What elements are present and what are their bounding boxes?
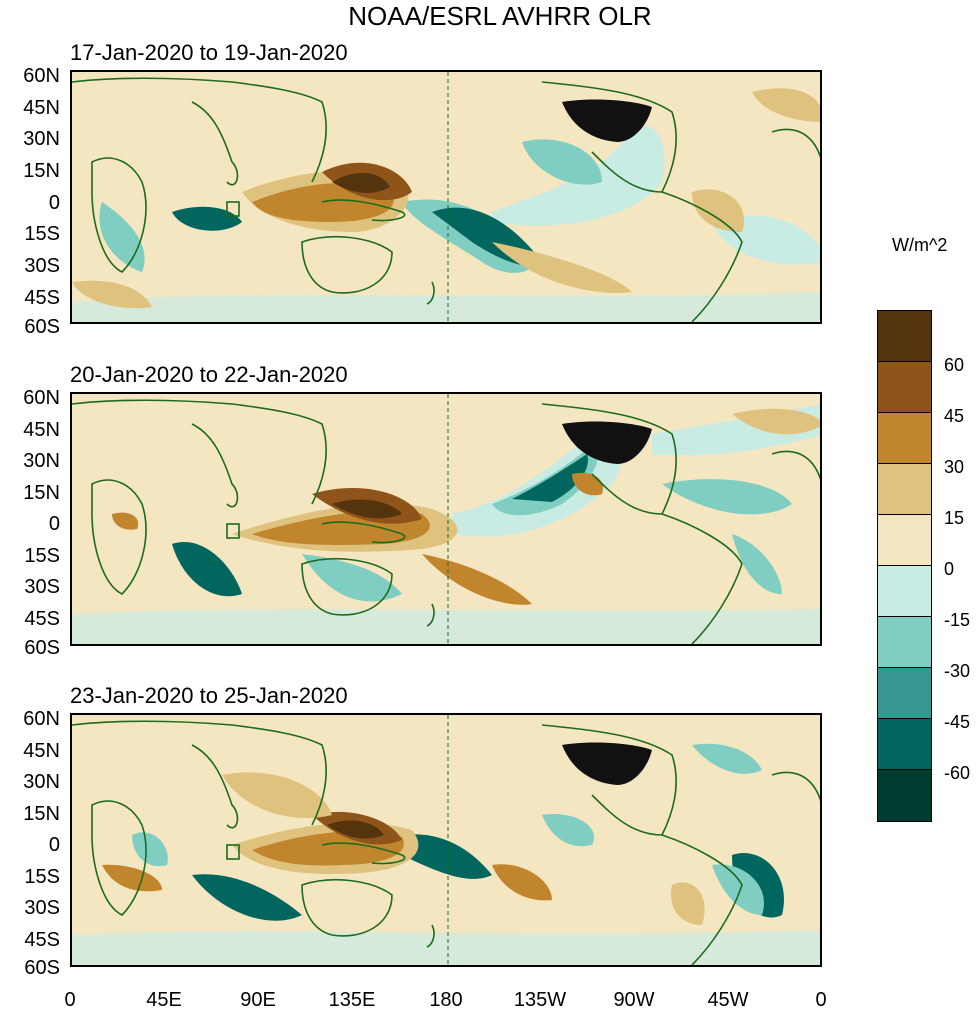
panel-1-title: 17-Jan-2020 to 19-Jan-2020: [70, 40, 348, 65]
lat-label: 60N: [23, 65, 60, 87]
colorbar: [877, 310, 932, 822]
lat-label: 45S: [24, 929, 60, 951]
lon-label: 135E: [328, 989, 376, 1011]
colorbar-units: W/m^2: [892, 235, 948, 255]
colorbar-swatch: [878, 617, 931, 668]
colorbar-tick: 15: [944, 508, 965, 528]
lon-label: 90W: [613, 989, 655, 1011]
lat-label: 30N: [23, 771, 60, 793]
lon-label: 45W: [707, 989, 749, 1011]
lat-label: 30S: [24, 255, 60, 277]
lat-label: 15N: [23, 803, 60, 825]
lat-label: 15S: [24, 866, 60, 888]
colorbar-swatch: [878, 311, 931, 362]
colorbar-swatch: [878, 566, 931, 617]
lat-label: 60N: [23, 387, 60, 409]
colorbar-tick: 45: [944, 406, 965, 426]
map-title: NOAA/ESRL AVHRR OLR: [348, 1, 652, 31]
lat-label: 45N: [23, 740, 60, 762]
colorbar-tick: -45: [944, 712, 971, 732]
lon-label: 0: [64, 989, 76, 1011]
colorbar-tick: 60: [944, 355, 965, 375]
lon-label: 180: [429, 989, 463, 1011]
lat-label: 0: [48, 513, 60, 535]
colorbar-swatch: [878, 770, 931, 821]
lon-label: 90E: [240, 989, 276, 1011]
olr-anomaly-map-2: [72, 394, 820, 644]
colorbar-tick: -15: [944, 610, 971, 630]
lon-label: 0: [815, 989, 827, 1011]
lat-label: 0: [48, 834, 60, 856]
map-panel-3: [70, 713, 822, 967]
lat-label: 60N: [23, 708, 60, 730]
lat-label: 45S: [24, 608, 60, 630]
lon-label: 135W: [513, 989, 567, 1011]
colorbar-swatch: [878, 413, 931, 464]
lat-label: 30N: [23, 128, 60, 150]
lat-label: 30S: [24, 576, 60, 598]
colorbar-swatch: [878, 362, 931, 413]
lat-label: 60S: [24, 637, 60, 659]
colorbar-swatch: [878, 668, 931, 719]
colorbar-tick: -30: [944, 661, 971, 681]
colorbar-tick: 30: [944, 457, 965, 477]
olr-anomaly-map-3: [72, 715, 820, 965]
lat-label: 45N: [23, 97, 60, 119]
lat-label: 60S: [24, 957, 60, 979]
lat-label: 45S: [24, 287, 60, 309]
colorbar-swatch: [878, 464, 931, 515]
lat-label: 15N: [23, 160, 60, 182]
lat-label: 15N: [23, 482, 60, 504]
map-panel-2: [70, 392, 822, 646]
colorbar-tick: -60: [944, 763, 971, 783]
colorbar-swatch: [878, 719, 931, 770]
lat-label: 60S: [24, 316, 60, 338]
panel-3-title: 23-Jan-2020 to 25-Jan-2020: [70, 683, 348, 708]
lat-label: 30N: [23, 450, 60, 472]
lat-label: 45N: [23, 419, 60, 441]
lat-label: 15S: [24, 545, 60, 567]
colorbar-tick: 0: [944, 559, 955, 579]
olr-anomaly-map-1: [72, 72, 820, 322]
panel-2-title: 20-Jan-2020 to 22-Jan-2020: [70, 362, 348, 387]
map-panel-1: [70, 70, 822, 324]
lat-label: 30S: [24, 897, 60, 919]
colorbar-swatch: [878, 515, 931, 566]
lat-label: 15S: [24, 223, 60, 245]
lon-label: 45E: [146, 989, 182, 1011]
lat-label: 0: [48, 192, 60, 214]
